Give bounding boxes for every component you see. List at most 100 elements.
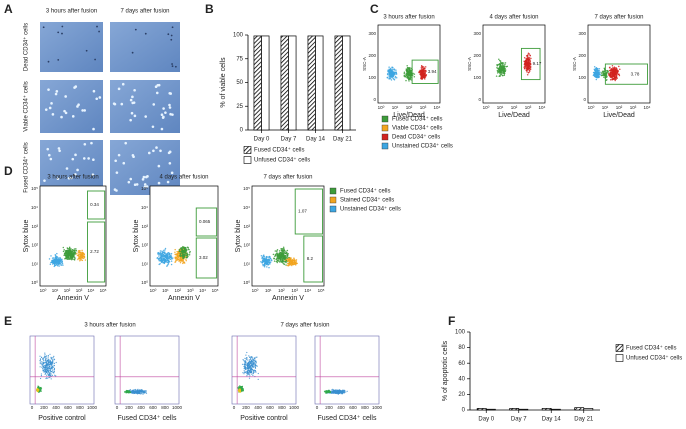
event-dot [53,262,56,265]
event-dot [254,364,257,366]
cell [70,176,73,180]
event-dot [162,251,164,253]
x-tick-label: 600 [266,405,274,410]
event-dot [529,54,531,57]
cell [61,32,63,35]
event-dot [53,370,55,372]
event-dot [254,360,256,362]
event-dot [55,256,58,258]
event-dot [523,56,526,59]
event-dot [81,256,84,258]
event-dot [249,366,251,369]
cell [168,161,172,165]
event-dot [165,254,168,257]
event-dot [499,61,502,63]
y-axis-label: % of apoptotic cells [442,340,449,401]
x-tick-label: 10³ [291,288,298,293]
cell [170,171,174,175]
event-dot [387,70,389,73]
bar [342,35,351,131]
event-dot [289,257,291,260]
plot-frame [314,335,380,405]
cell [81,109,84,112]
event-dot [420,76,423,79]
x-tick-label: 600 [64,405,72,410]
event-dot [246,371,249,373]
event-dot [253,363,255,365]
event-dot [499,63,501,65]
event-dot [246,367,248,369]
event-dot [139,391,141,393]
event-dot [57,260,59,262]
event-dot [246,357,248,359]
x-tick-label: 1000 [372,405,383,410]
x-tick-label: 10³ [187,288,194,293]
y-tick-label: 300 [368,31,376,36]
x-tick-label: 10⁰ [588,105,595,110]
event-dot [237,387,240,389]
event-dot [390,74,392,76]
event-dot [163,261,166,263]
event-dot [618,65,620,68]
event-dot [160,261,163,264]
cell [85,49,88,52]
event-dot [57,262,60,265]
event-dot [274,253,277,256]
event-dot [182,257,185,260]
event-dot [408,77,410,80]
event-dot [58,258,60,260]
event-dot [247,373,249,375]
y-tick-label: 0 [462,408,466,414]
cell [117,153,121,157]
event-dot [249,356,251,358]
event-dot [40,390,42,392]
event-dot [343,391,345,394]
event-dot [179,254,182,256]
event-dot [145,390,147,392]
event-dot [164,247,167,250]
event-dot [182,261,184,263]
cell [57,147,61,150]
event-dot [608,67,611,69]
event-dot [249,369,251,372]
event-dot [284,254,287,257]
event-dot [527,64,530,66]
event-dot [74,257,76,260]
panel-label: E [4,314,12,328]
cell [77,103,80,106]
event-dot [185,254,188,257]
plot-frame [114,335,180,405]
event-dot [60,260,62,262]
event-dot [409,75,412,78]
event-dot [57,259,59,261]
x-tick-label: 200 [242,405,250,410]
event-dot [528,66,530,68]
x-tick-label: 800 [76,405,84,410]
event-dot [69,248,71,251]
event-dot [272,253,275,256]
event-dot [42,366,44,368]
bar [518,408,529,411]
event-dot [81,251,84,254]
bar [550,408,561,411]
event-dot [74,251,77,254]
event-dot [51,371,53,373]
event-dot [44,366,47,368]
y-tick-label: 10⁴ [141,205,148,210]
x-tick-label: 10⁴ [539,105,546,110]
event-dot [391,75,393,78]
event-dot [329,391,331,393]
event-dot [388,70,391,73]
event-dot [412,72,414,75]
event-dot [47,365,49,367]
event-dot [247,364,250,366]
plot-frame [377,24,441,104]
event-dot [283,248,285,251]
event-dot [243,373,245,375]
event-dot [46,368,48,370]
event-dot [53,259,55,261]
event-dot [51,364,53,366]
event-dot [276,261,279,264]
cell [132,101,136,104]
bar [307,35,316,131]
